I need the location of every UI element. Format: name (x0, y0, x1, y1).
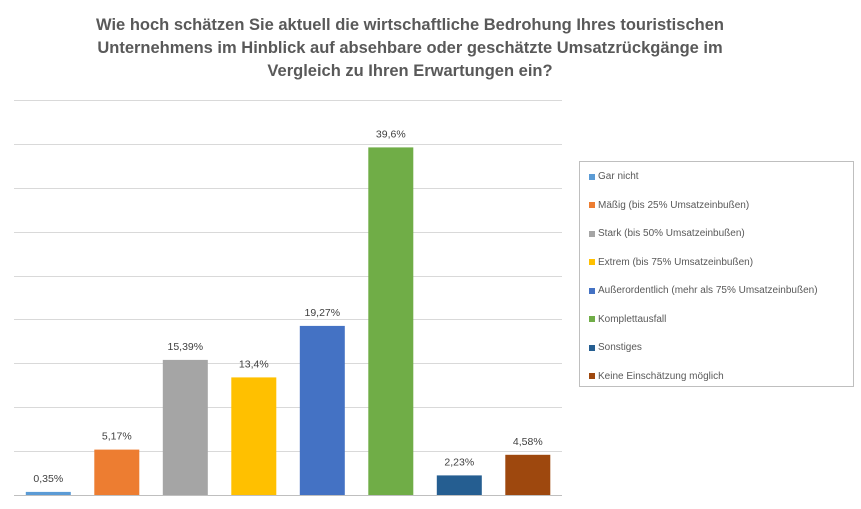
legend-item-6: Komplettausfall (589, 314, 666, 325)
legend-swatch (589, 202, 595, 208)
legend-label: Außerordentlich (mehr als 75% Umsatzeinb… (598, 285, 818, 296)
bar-7 (436, 475, 482, 495)
data-label-1: 0,35% (33, 473, 63, 485)
bar-3 (162, 359, 208, 495)
legend-swatch (589, 316, 595, 322)
legend-item-5: Außerordentlich (mehr als 75% Umsatzeinb… (589, 285, 818, 296)
legend-item-2: Mäßig (bis 25% Umsatzeinbußen) (589, 200, 749, 211)
bar-2 (94, 449, 140, 495)
legend-swatch (589, 259, 595, 265)
data-label-6: 39,6% (376, 128, 406, 140)
bar-6 (368, 147, 414, 495)
legend-label: Gar nicht (598, 171, 639, 182)
legend-label: Komplettausfall (598, 313, 667, 325)
chart-title-line-2: Unternehmens im Hinblick auf absehbare o… (97, 39, 723, 57)
data-label-3: 15,39% (167, 341, 203, 353)
data-label-8: 4,58% (513, 436, 543, 448)
legend-swatch (589, 230, 595, 237)
chart-legend: Gar nicht Mäßig (bis 25% Umsatzeinbußen) S… (579, 161, 854, 387)
bar-1 (25, 491, 71, 495)
legend-swatch (589, 173, 595, 180)
data-label-4: 13,4% (239, 358, 269, 370)
chart-title: Wie hoch schätzen Sie aktuell die wirtsc… (60, 14, 760, 83)
chart-title-line-1: Wie hoch schätzen Sie aktuell die wirtsc… (96, 16, 724, 34)
legend-swatch (589, 344, 595, 351)
legend-label: Sonstiges (598, 342, 642, 353)
legend-item-8: Keine Einschätzung möglich (589, 371, 724, 382)
legend-item-1: Gar nicht (589, 171, 639, 182)
chart-title-line-3: Vergleich zu Ihren Erwartungen ein? (267, 62, 553, 80)
legend-swatch (589, 373, 595, 379)
legend-label: Extrem (bis 75% Umsatzeinbußen) (598, 256, 754, 268)
bar-8 (505, 454, 551, 495)
legend-label: Stark (bis 50% Umsatzeinbußen) (598, 228, 745, 239)
data-label-5: 19,27% (304, 307, 340, 319)
legend-item-4: Extrem (bis 75% Umsatzeinbußen) (589, 257, 753, 268)
data-label-7: 2,23% (444, 456, 474, 468)
legend-swatch (589, 287, 595, 294)
bar-5 (299, 325, 345, 495)
legend-label: Keine Einschätzung möglich (598, 370, 724, 382)
legend-item-3: Stark (bis 50% Umsatzeinbußen) (589, 228, 745, 239)
legend-item-7: Sonstiges (589, 342, 642, 353)
legend-label: Mäßig (bis 25% Umsatzeinbußen) (598, 199, 750, 211)
data-label-2: 5,17% (102, 431, 132, 443)
bar-4 (231, 377, 277, 495)
